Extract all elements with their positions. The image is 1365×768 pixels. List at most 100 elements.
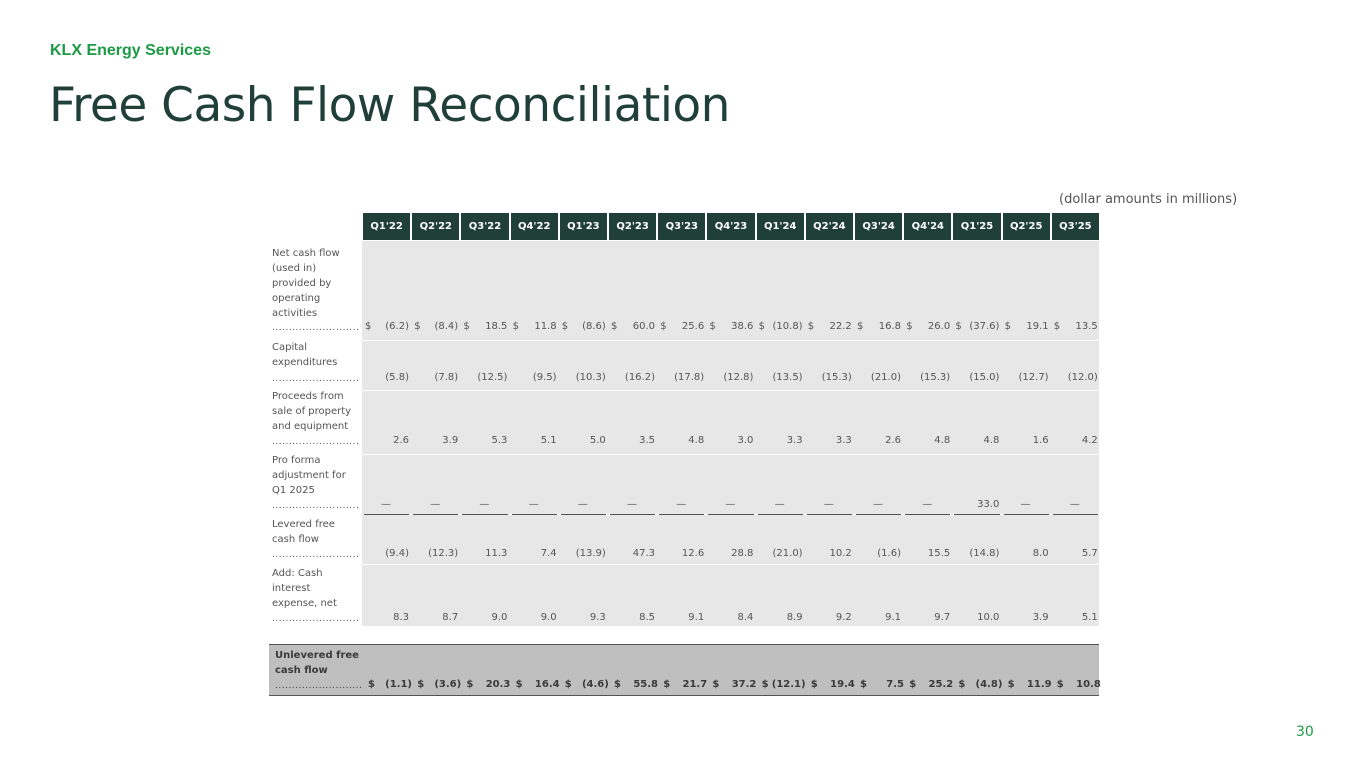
- cell-value: 9.1: [885, 612, 901, 623]
- table-cell: $38.6: [706, 320, 755, 334]
- table-cell: 9.3: [559, 611, 608, 625]
- cell-value: 33.0: [977, 499, 1000, 510]
- cell-value: (10.8): [772, 321, 803, 332]
- cell-value: —: [577, 499, 588, 510]
- currency-symbol: $: [417, 679, 425, 690]
- currency-symbol: $: [663, 679, 671, 690]
- currency-symbol: $: [906, 321, 913, 332]
- table-cell: (17.8): [657, 371, 706, 385]
- table-cell: (5.8): [362, 371, 411, 385]
- total-cell: $ (1.1): [365, 678, 414, 692]
- table-cell: (15.0): [952, 371, 1001, 385]
- table-cell: (13.9): [559, 547, 608, 561]
- table-cell: $26.0: [903, 320, 952, 334]
- table-cell: —: [706, 498, 755, 512]
- table-row: — — — — — — — — — — — — 33.0 — —: [362, 498, 1099, 512]
- leader-dots: ...........................: [272, 614, 360, 624]
- table-cell: —: [854, 498, 903, 512]
- subtotal-rule: [462, 514, 508, 515]
- cell-value: 3.3: [835, 435, 852, 446]
- cell-value: 11.3: [485, 548, 508, 559]
- currency-symbol: $: [368, 679, 375, 690]
- subtotal-rule: [610, 514, 656, 515]
- cell-value: 2.6: [393, 435, 409, 446]
- table-cell: —: [1002, 498, 1051, 512]
- table-cell: (13.5): [756, 371, 805, 385]
- cell-value: 3.0: [737, 435, 754, 446]
- cell-value: 22.2: [829, 321, 852, 332]
- row-band: [362, 341, 1099, 390]
- cell-value: 5.3: [491, 435, 508, 446]
- table-cell: 5.1: [510, 434, 559, 448]
- table-cell: —: [657, 498, 706, 512]
- company-name: KLX Energy Services: [50, 42, 211, 59]
- cell-value: (16.2): [624, 372, 655, 383]
- currency-symbol: $: [365, 321, 372, 332]
- table-cell: 10.2: [805, 547, 854, 561]
- cell-value: 19.4: [830, 679, 855, 690]
- table-row: $ (6.2) $ (8.4) $18.5 $11.8 $ (8.6) $60.0 $25.6 $3…: [362, 320, 1099, 334]
- total-cell: $ (4.8): [955, 678, 1004, 692]
- currency-symbol: $: [463, 321, 470, 332]
- currency-symbol: $: [1053, 321, 1061, 332]
- cell-value: 7.5: [886, 679, 904, 690]
- total-cell: $20.3: [463, 678, 512, 692]
- cell-value: 9.7: [934, 612, 951, 623]
- cell-value: 60.0: [632, 321, 655, 332]
- table-cell: 3.3: [805, 434, 854, 448]
- currency-symbol: $: [909, 679, 917, 690]
- leader-dots: ...........................: [272, 501, 360, 511]
- cell-value: (12.1): [771, 679, 806, 690]
- currency-symbol: $: [807, 321, 815, 332]
- table-cell: 3.5: [608, 434, 657, 448]
- total-row-label: Unlevered free cash flow: [275, 648, 365, 678]
- column-header: Q2'23: [609, 213, 657, 240]
- cell-value: 11.8: [534, 321, 557, 332]
- cell-value: 10.2: [829, 548, 852, 559]
- row-label: Proceeds from sale of property and equipme…: [272, 389, 360, 434]
- cell-value: (4.8): [975, 679, 1003, 690]
- cell-value: 8.4: [737, 612, 754, 623]
- row-label-line: (used in): [272, 263, 317, 274]
- cell-value: 18.5: [485, 321, 508, 332]
- cell-value: (37.6): [969, 321, 1000, 332]
- cell-value: (3.6): [434, 679, 462, 690]
- cell-value: 37.2: [731, 679, 757, 690]
- row-label-line: Q1 2025: [272, 485, 315, 496]
- row-label-line: Capital: [272, 342, 308, 353]
- cell-value: —: [381, 499, 391, 510]
- cell-value: —: [479, 499, 490, 510]
- table-cell: 33.0: [952, 498, 1001, 512]
- cell-value: 9.0: [540, 612, 557, 623]
- table-cell: (14.8): [952, 547, 1001, 561]
- cell-value: 16.8: [878, 321, 901, 332]
- table-cell: (9.5): [510, 371, 559, 385]
- cell-value: 20.3: [485, 679, 511, 690]
- table-cell: 3.9: [411, 434, 460, 448]
- currency-symbol: $: [1004, 321, 1011, 332]
- row-label-line: operating: [272, 293, 321, 304]
- cell-value: 8.3: [393, 612, 409, 623]
- table-cell: 5.0: [559, 434, 608, 448]
- table-cell: $ (8.6): [559, 320, 608, 334]
- row-label: Levered free cash flow: [272, 517, 360, 547]
- table-cell: 9.2: [805, 611, 854, 625]
- table-cell: 8.4: [706, 611, 755, 625]
- table-cell: 8.7: [411, 611, 460, 625]
- total-cell: $21.7: [660, 678, 709, 692]
- table-cell: —: [608, 498, 657, 512]
- total-cell: $11.9: [1005, 678, 1054, 692]
- column-header: Q2'22: [412, 213, 460, 240]
- cell-value: 16.4: [534, 679, 560, 690]
- table-cell: —: [1051, 498, 1100, 512]
- cell-value: 5.7: [1081, 548, 1098, 559]
- total-row-band: [269, 644, 1099, 696]
- total-label-line: cash flow: [275, 665, 328, 676]
- table-cell: (9.4): [362, 547, 411, 561]
- currency-symbol: $: [611, 321, 618, 332]
- currency-symbol: $: [860, 679, 867, 690]
- cell-value: (8.6): [582, 321, 606, 332]
- table-cell: —: [460, 498, 509, 512]
- column-header: Q3'24: [855, 213, 903, 240]
- cell-value: (12.5): [477, 372, 508, 383]
